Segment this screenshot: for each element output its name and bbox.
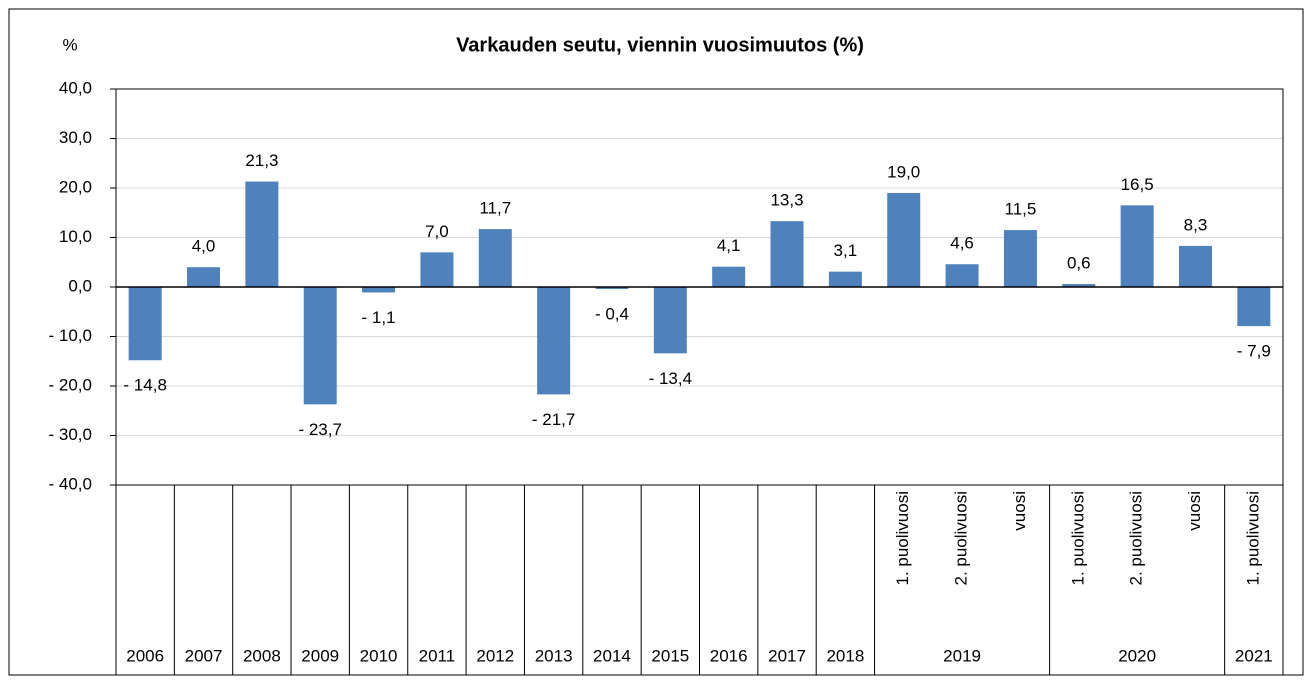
group-label: 2015 bbox=[651, 646, 689, 665]
group-label: 2021 bbox=[1235, 646, 1273, 665]
data-label: 13,3 bbox=[770, 191, 803, 210]
data-label: 0,6 bbox=[1067, 254, 1091, 273]
group-label: 2013 bbox=[535, 646, 573, 665]
bar bbox=[128, 287, 162, 361]
x-tick-label: 1. puolivuosi bbox=[1243, 491, 1262, 586]
data-label: 4,1 bbox=[717, 236, 741, 255]
group-label: 2012 bbox=[476, 646, 514, 665]
y-tick-label: 10,0 bbox=[59, 227, 92, 246]
bar bbox=[187, 267, 221, 287]
group-label: 2017 bbox=[768, 646, 806, 665]
bar bbox=[478, 229, 512, 287]
bar bbox=[362, 287, 396, 293]
x-tick-label: 1. puolivuosi bbox=[1068, 491, 1087, 586]
bar bbox=[945, 264, 979, 287]
x-tick-label: 2. puolivuosi bbox=[952, 491, 971, 586]
y-tick-label: - 10,0 bbox=[49, 326, 92, 345]
bar bbox=[595, 287, 629, 289]
bar bbox=[1178, 245, 1212, 287]
bar bbox=[1062, 284, 1096, 287]
bar bbox=[245, 181, 279, 287]
y-tick-label: - 20,0 bbox=[49, 375, 92, 394]
bar bbox=[537, 287, 571, 395]
y-tick-label: 0,0 bbox=[68, 276, 92, 295]
data-label: 19,0 bbox=[887, 162, 920, 181]
y-tick-label: - 30,0 bbox=[49, 425, 92, 444]
group-label: 2009 bbox=[301, 646, 339, 665]
bar bbox=[1003, 230, 1037, 287]
group-label: 2010 bbox=[360, 646, 398, 665]
bar bbox=[712, 266, 746, 287]
group-label: 2019 bbox=[943, 646, 981, 665]
data-label: 11,7 bbox=[479, 199, 511, 218]
bar bbox=[303, 287, 337, 405]
group-label: 2011 bbox=[419, 646, 456, 665]
data-label: - 21,7 bbox=[532, 410, 575, 429]
data-label: 4,6 bbox=[950, 234, 974, 253]
y-tick-label: 40,0 bbox=[59, 78, 92, 97]
y-tick-label: - 40,0 bbox=[49, 474, 92, 493]
bar bbox=[420, 252, 454, 287]
x-tick-label: vuosi bbox=[1185, 491, 1204, 531]
chart-title: Varkauden seutu, viennin vuosimuutos (%) bbox=[456, 34, 864, 56]
bar bbox=[828, 271, 862, 287]
bar bbox=[887, 192, 921, 287]
group-label: 2020 bbox=[1118, 646, 1156, 665]
data-label: 3,1 bbox=[834, 241, 858, 260]
x-tick-label: vuosi bbox=[1010, 491, 1029, 531]
data-label: - 7,9 bbox=[1237, 342, 1271, 361]
y-tick-label: 30,0 bbox=[59, 128, 92, 147]
data-label: 4,0 bbox=[192, 237, 216, 256]
bar bbox=[1237, 287, 1271, 327]
group-label: 2008 bbox=[243, 646, 281, 665]
group-label: 2014 bbox=[593, 646, 631, 665]
bar bbox=[1120, 205, 1154, 287]
data-label: - 0,4 bbox=[595, 304, 629, 323]
x-tick-label: 1. puolivuosi bbox=[893, 491, 912, 586]
data-label: - 13,4 bbox=[649, 369, 692, 388]
bar bbox=[770, 221, 804, 287]
data-label: 7,0 bbox=[425, 222, 449, 241]
group-label: 2018 bbox=[826, 646, 864, 665]
y-axis-label: % bbox=[62, 35, 77, 54]
x-tick-label: 2. puolivuosi bbox=[1127, 491, 1146, 586]
data-label: - 1,1 bbox=[362, 308, 396, 327]
data-label: - 23,7 bbox=[298, 420, 341, 439]
bar bbox=[653, 287, 687, 354]
data-label: 8,3 bbox=[1184, 215, 1208, 234]
group-label: 2016 bbox=[710, 646, 748, 665]
group-label: 2006 bbox=[126, 646, 164, 665]
data-label: 21,3 bbox=[245, 151, 278, 170]
data-label: 16,5 bbox=[1121, 175, 1154, 194]
group-label: 2007 bbox=[185, 646, 223, 665]
y-tick-label: 20,0 bbox=[59, 177, 92, 196]
data-label: - 14,8 bbox=[123, 376, 166, 395]
data-label: 11,5 bbox=[1005, 200, 1037, 219]
